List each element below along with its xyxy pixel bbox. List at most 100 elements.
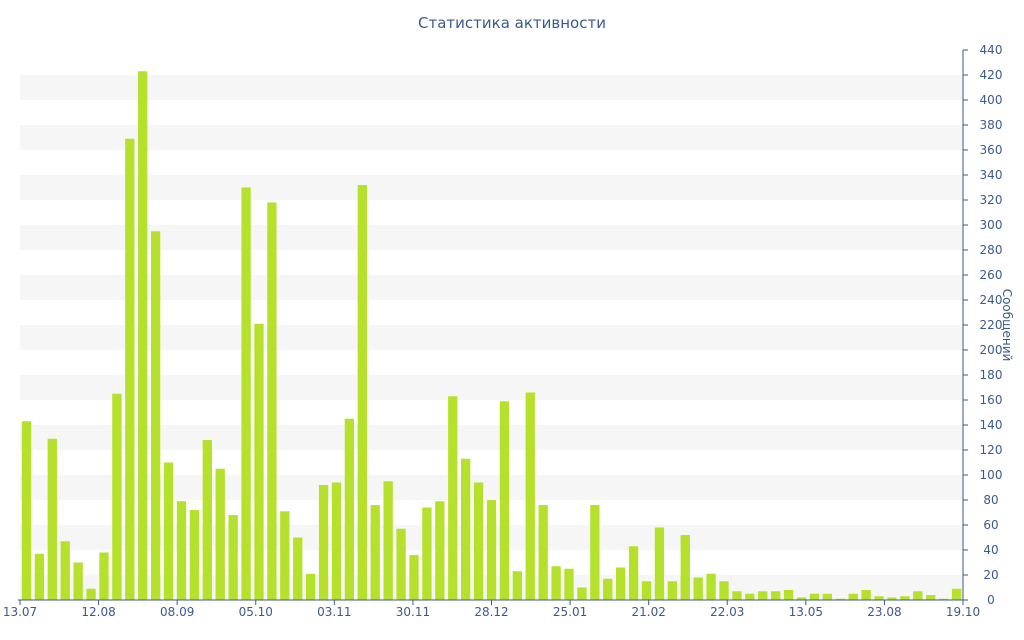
- bar: [112, 393, 122, 600]
- bar: [125, 138, 135, 600]
- x-tick-label: 08.09: [160, 605, 194, 619]
- bar: [47, 438, 57, 600]
- bar: [887, 597, 897, 600]
- bar: [848, 593, 858, 600]
- chart-title: Статистика активности: [418, 14, 606, 32]
- y-tick-label: 400: [980, 93, 1003, 107]
- y-tick-label: 200: [980, 343, 1003, 357]
- bar: [796, 597, 807, 600]
- y-tick-label: 220: [980, 318, 1003, 332]
- bar: [461, 458, 471, 600]
- bar: [448, 396, 458, 600]
- x-tick-label: 22.03: [710, 605, 744, 619]
- x-tick-label: 12.08: [81, 605, 115, 619]
- bar: [706, 573, 716, 600]
- grid-band: [20, 375, 963, 400]
- bar: [564, 568, 574, 600]
- x-tick-label: 21.02: [631, 605, 665, 619]
- bar: [409, 555, 419, 600]
- bar: [525, 392, 535, 600]
- x-tick-label: 13.07: [3, 605, 37, 619]
- bar: [189, 510, 200, 600]
- bar: [874, 596, 884, 600]
- bar: [163, 462, 174, 600]
- bar: [926, 595, 936, 600]
- y-tick-label: 0: [987, 593, 995, 607]
- bar: [590, 505, 600, 600]
- y-tick-label: 340: [980, 168, 1003, 182]
- y-tick-label: 260: [980, 268, 1003, 282]
- bar: [667, 581, 677, 600]
- bar: [138, 71, 148, 600]
- bar: [293, 537, 303, 600]
- x-tick-label: 19.10: [946, 605, 980, 619]
- bar: [241, 187, 251, 600]
- bar: [254, 323, 264, 600]
- bar: [654, 527, 665, 600]
- grid-band: [20, 125, 963, 150]
- bar: [486, 500, 497, 600]
- grid-band: [20, 175, 963, 200]
- x-tick-label: 13.05: [789, 605, 823, 619]
- y-tick-label: 120: [980, 443, 1003, 457]
- bar: [280, 511, 290, 600]
- x-tick-label: 23.08: [867, 605, 901, 619]
- bar: [719, 581, 729, 600]
- bar: [628, 546, 639, 600]
- bar: [783, 590, 794, 600]
- bar: [693, 577, 703, 600]
- y-tick-label: 180: [980, 368, 1003, 382]
- y-tick-label: 80: [983, 493, 998, 507]
- grid-band: [20, 475, 963, 500]
- bar: [306, 573, 316, 600]
- bar: [383, 481, 393, 600]
- bar: [150, 231, 161, 600]
- y-tick-label: 100: [980, 468, 1003, 482]
- x-tick-label: 28.12: [474, 605, 508, 619]
- bar: [641, 581, 652, 600]
- bar: [435, 501, 445, 600]
- bar: [835, 598, 845, 600]
- bar: [86, 588, 96, 600]
- bar: [99, 552, 109, 600]
- bar: [538, 505, 548, 600]
- y-tick-label: 380: [980, 118, 1003, 132]
- bar: [603, 578, 613, 600]
- y-tick-label: 60: [983, 518, 998, 532]
- bar: [60, 541, 70, 600]
- y-tick-label: 280: [980, 243, 1003, 257]
- y-tick-label: 240: [980, 293, 1003, 307]
- y-tick-label: 300: [980, 218, 1003, 232]
- x-axis: 13.07 12.08 08.09 05.10 03.11 30.11 28.12 25.01…: [3, 599, 980, 619]
- bar: [73, 562, 83, 600]
- bar: [951, 588, 962, 600]
- y-tick-label: 320: [980, 193, 1003, 207]
- bar: [758, 591, 768, 600]
- bar: [176, 501, 187, 600]
- bar: [732, 591, 742, 600]
- x-tick-label: 25.01: [553, 605, 587, 619]
- x-tick-label: 30.11: [396, 605, 430, 619]
- bar: [267, 202, 277, 600]
- bar: [861, 590, 871, 600]
- bar: [344, 418, 355, 600]
- y-tick-label: 420: [980, 68, 1003, 82]
- grid-band: [20, 425, 963, 450]
- bar: [34, 553, 45, 600]
- bar: [499, 401, 510, 600]
- bar: [809, 593, 820, 600]
- bar: [318, 485, 329, 600]
- y-tick-label: 140: [980, 418, 1003, 432]
- bar: [21, 421, 32, 600]
- bar: [228, 515, 238, 600]
- bar: [771, 591, 781, 600]
- grid-band: [20, 325, 963, 350]
- y-tick-label: 360: [980, 143, 1003, 157]
- y-tick-label: 20: [983, 568, 998, 582]
- bar: [745, 593, 755, 600]
- bar: [357, 185, 367, 600]
- bar: [616, 567, 626, 600]
- x-tick-label: 05.10: [239, 605, 273, 619]
